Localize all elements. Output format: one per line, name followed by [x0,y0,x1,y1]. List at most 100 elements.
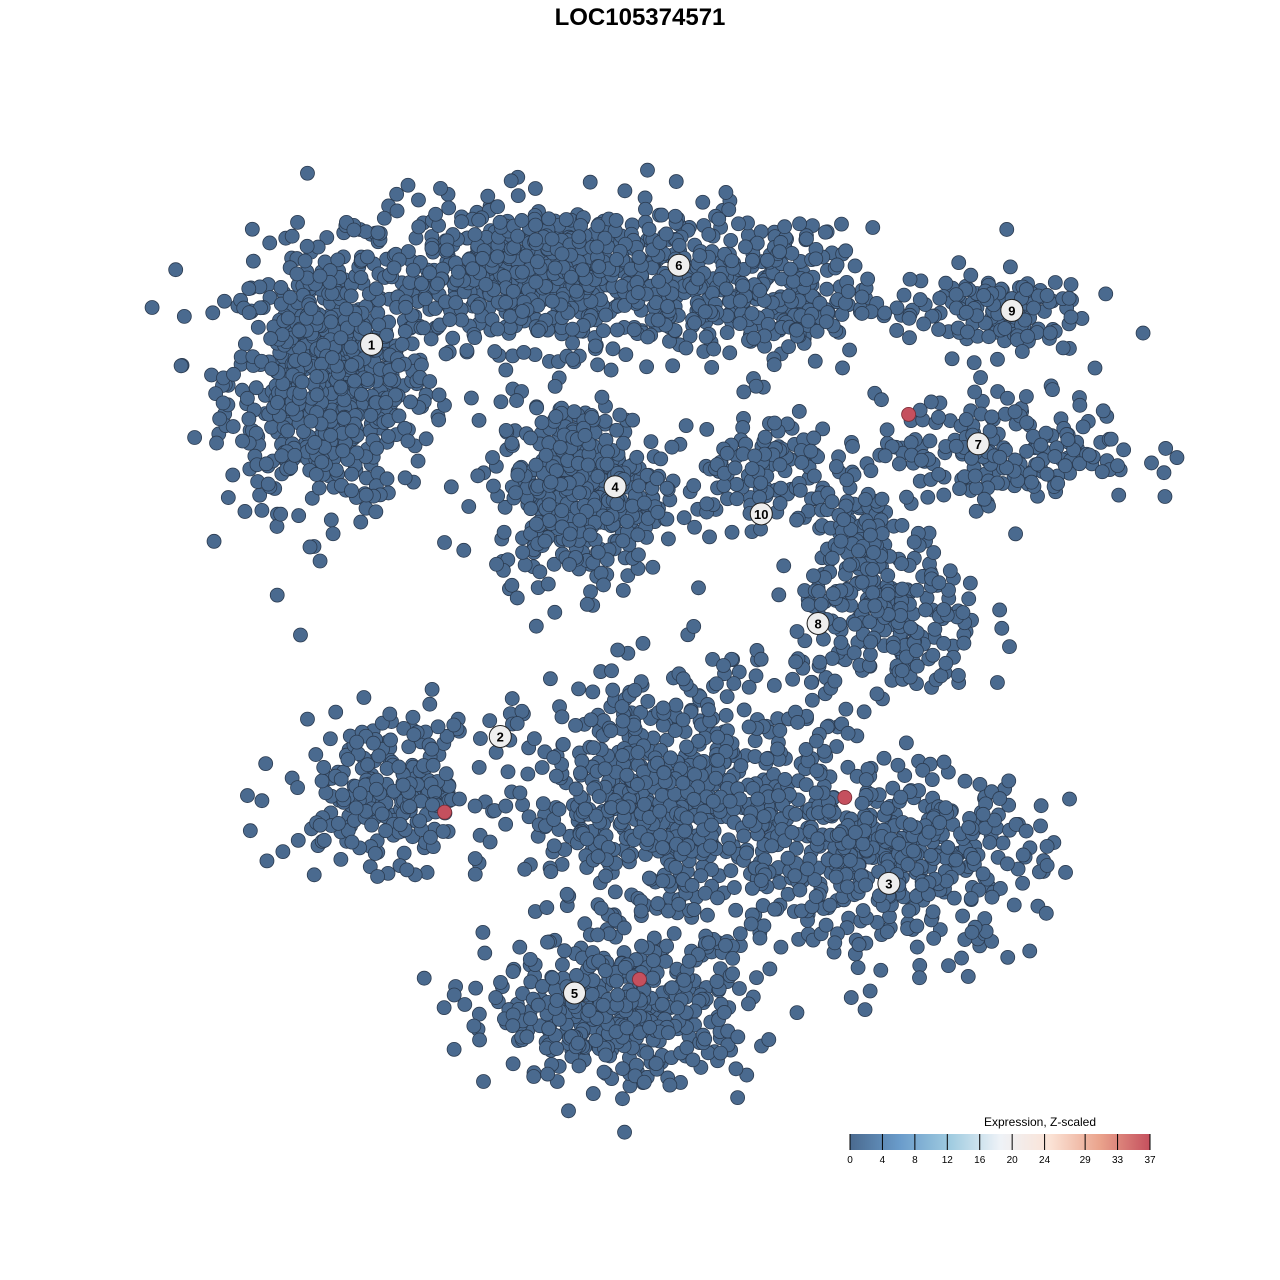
data-point [596,1064,612,1080]
data-point [424,741,440,757]
data-point [767,415,782,431]
data-point [302,539,318,555]
data-point [548,409,564,424]
data-point [668,174,684,189]
data-point [777,771,793,787]
data-point [668,859,684,875]
data-point [475,925,491,940]
data-point [510,188,526,204]
data-point [532,564,548,580]
data-point [1169,450,1185,465]
data-point [912,958,928,973]
data-point [718,185,734,200]
data-point [476,1074,491,1089]
data-point [323,427,339,443]
data-point [1050,475,1066,491]
points-layer [144,162,1185,1140]
data-point [441,200,457,216]
data-point [976,491,992,507]
data-point [914,877,930,893]
data-point [636,495,652,511]
data-point [840,284,856,299]
data-point [927,621,943,637]
data-point [855,903,871,918]
data-point [922,433,938,449]
colorbar-tick-label: 16 [974,1155,986,1166]
data-point [241,305,257,320]
data-point [344,357,360,373]
data-point [425,757,441,773]
data-point [1015,847,1031,863]
data-point [764,838,780,854]
data-point [865,562,880,577]
data-point [732,293,748,309]
data-point [645,953,661,968]
data-point [716,658,731,673]
data-point [572,485,587,501]
data-point [212,411,228,427]
data-point [383,372,398,388]
data-point [258,456,274,472]
data-point [999,856,1015,872]
data-point [528,516,544,532]
data-point [609,252,625,267]
data-point [541,513,557,528]
data-point [1075,419,1091,435]
data-point [580,457,596,473]
data-point [604,663,619,679]
cluster-label-6: 6 [667,253,691,277]
data-point [944,351,960,367]
data-point [790,715,806,730]
data-point [386,260,402,276]
high-expression-point [901,406,916,422]
data-point [630,745,646,760]
data-point [961,591,977,607]
data-point [732,316,748,331]
data-point [752,489,767,505]
data-point [312,553,328,569]
data-point [789,512,805,528]
data-point [792,216,807,232]
data-point [515,303,530,319]
data-point [600,444,615,460]
data-point [1018,823,1034,839]
data-point [842,342,857,358]
data-point [378,395,394,410]
data-point [503,173,519,189]
data-point [697,885,713,901]
data-point [319,230,335,245]
data-point [916,316,932,332]
data-point [1055,340,1071,356]
data-point [605,341,621,357]
data-point [510,467,526,483]
data-point [924,772,940,788]
data-point [389,186,405,202]
data-point [925,904,941,920]
data-point [358,487,374,503]
data-point [813,596,829,612]
data-point [923,848,939,863]
data-point [370,225,386,241]
data-point [1018,389,1034,404]
data-point [1111,487,1127,503]
data-point [346,222,362,238]
data-point [543,864,559,880]
data-point [741,719,757,735]
data-point [300,711,315,727]
data-point [753,651,769,667]
data-point [893,789,909,805]
data-point [638,201,653,217]
cluster-label-text: 2 [497,729,504,744]
data-point [948,287,964,303]
data-point [832,616,847,632]
data-point [330,815,346,831]
data-point [794,455,810,470]
data-point [926,930,942,946]
data-point [312,268,328,284]
data-point [1000,949,1016,965]
data-point [619,1020,635,1036]
data-point [294,374,310,390]
data-point [467,866,483,882]
data-point [733,758,749,774]
data-point [488,990,504,1005]
